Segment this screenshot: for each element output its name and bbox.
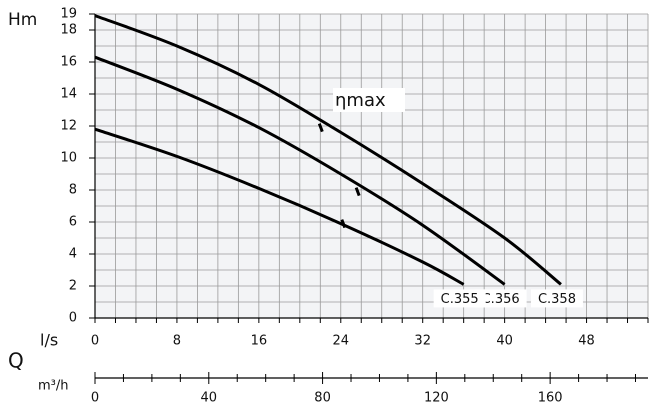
eta-max-mark	[340, 219, 347, 229]
x-tick-label: 24	[333, 334, 350, 349]
y-tick-label: 0	[69, 311, 77, 326]
x2-tick-label: 120	[424, 391, 449, 406]
y-tick-label: 18	[60, 23, 77, 38]
x-tick-label: 8	[173, 334, 181, 349]
curve-label: C.355	[441, 292, 479, 307]
x2-axis-label: m³/h	[38, 379, 69, 394]
eta-label-bg	[333, 88, 405, 112]
curve-label: C.356	[482, 292, 520, 307]
x-tick-label: 16	[251, 334, 268, 349]
y-tick-label: 8	[69, 183, 77, 198]
pump-curve	[94, 55, 506, 286]
y-axis-label: Hm	[8, 10, 37, 30]
y-tick-label: 2	[69, 279, 77, 294]
eta-label: ηmax	[335, 90, 386, 111]
eta-max-mark	[317, 123, 324, 133]
x2-tick-label: 160	[538, 391, 563, 406]
pump-curve	[94, 14, 562, 286]
pump-curve	[94, 127, 465, 286]
x-tick-label: 32	[414, 334, 431, 349]
curve-label-bg	[433, 289, 486, 308]
y-tick-label: 6	[69, 215, 77, 230]
y-tick-label: 19	[60, 7, 77, 22]
x2-tick-label: 0	[91, 391, 99, 406]
x2-axis-title: Q	[8, 349, 24, 373]
plot-area	[95, 14, 648, 318]
y-tick-label: 4	[69, 247, 77, 262]
x-tick-label: 48	[578, 334, 595, 349]
y-tick-label: 16	[60, 55, 77, 70]
y-tick-label: 12	[60, 119, 77, 134]
y-tick-label: 10	[60, 151, 77, 166]
x2-tick-label: 40	[201, 391, 218, 406]
x2-tick-label: 80	[314, 391, 331, 406]
x-tick-label: 40	[496, 334, 513, 349]
eta-max-mark	[354, 187, 361, 197]
y-tick-label: 14	[60, 87, 77, 102]
x-axis-label: l/s	[40, 331, 58, 350]
curve-label-bg	[474, 289, 527, 308]
curve-label-bg	[530, 289, 583, 308]
x-tick-label: 0	[91, 334, 99, 349]
curve-label: C.358	[538, 292, 576, 307]
